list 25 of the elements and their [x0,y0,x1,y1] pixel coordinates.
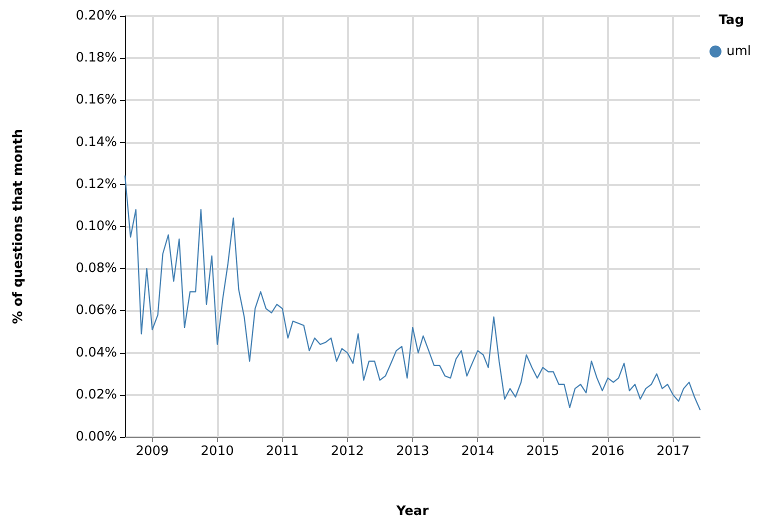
x-axis-title: Year [395,504,430,519]
legend-label: uml [726,44,751,59]
line-series [124,175,701,410]
x-tick-label: 2010 [200,444,234,459]
x-tick-label: 2011 [266,444,299,459]
y-tick-label: 0.14% [76,134,117,150]
y-axis-title: % of questions that month [11,128,26,324]
y-tick-label: 0.18% [76,50,117,66]
y-tick-label: 0.12% [76,176,117,192]
y-tick-label: 0.10% [76,219,117,234]
y-tick-label: 0.16% [76,92,117,108]
x-tick-label: 2013 [396,444,430,459]
y-tick-label: 0.02% [76,387,117,402]
y-tick-label: 0.08% [76,261,117,276]
y-tick-label: 0.06% [76,303,117,318]
y-tick-label: 0.20% [76,8,117,24]
x-tick-label: 2017 [656,444,690,459]
legend-title: Tag [718,13,744,28]
x-tick-label: 2014 [461,444,494,459]
x-tick-label: 2015 [526,444,560,459]
x-tick-label: 2009 [136,444,169,459]
y-tick-label: 0.04% [76,345,117,360]
x-tick-label: 2016 [591,444,624,459]
x-tick-label: 2012 [330,444,364,459]
y-tick-label: 0.00% [76,430,117,444]
